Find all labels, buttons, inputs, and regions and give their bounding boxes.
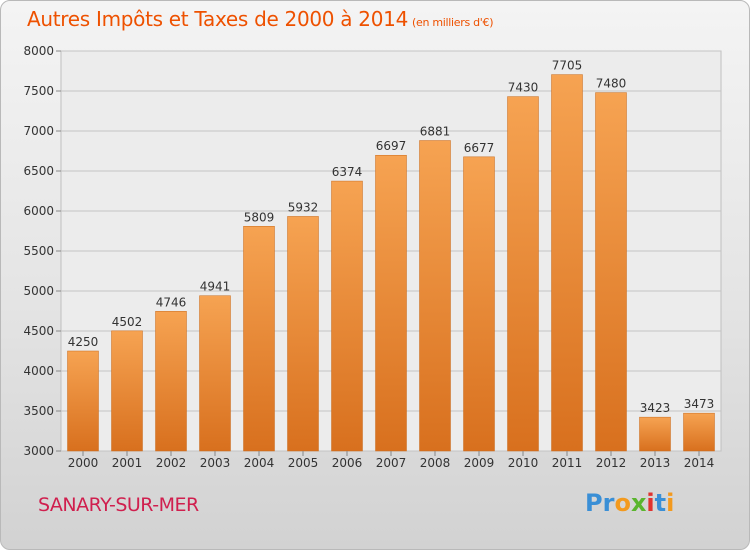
- x-tick-label: 2004: [244, 456, 275, 470]
- chart-unit-label: (en milliers d'€): [412, 16, 494, 29]
- y-axis: 3000 3500 4000 4500 5000 5500 6000 6500 7000 7500…: [23, 44, 61, 458]
- value-label: 4941: [200, 280, 231, 294]
- bar: [419, 140, 451, 452]
- bar: [639, 416, 671, 452]
- value-label: 6677: [464, 141, 495, 155]
- chart-title-text: Autres Impôts et Taxes de 2000 à 2014: [27, 7, 408, 31]
- value-label: 4502: [112, 315, 143, 329]
- value-label: 3473: [684, 397, 715, 411]
- x-tick-label: 2006: [332, 456, 363, 470]
- x-tick-label: 2009: [464, 456, 495, 470]
- x-tick-label: 2000: [68, 456, 99, 470]
- bar: [331, 180, 363, 452]
- y-tick-label: 7000: [23, 124, 54, 138]
- city-label: SANARY-SUR-MER: [38, 494, 199, 516]
- value-labels: 4250 4502 4746 4941 5809 5932 6374 6697 6881 6677…: [68, 59, 715, 416]
- bar: [683, 412, 715, 452]
- x-tick-label: 2012: [596, 456, 627, 470]
- value-label: 5932: [288, 200, 319, 214]
- logo-letter: o: [614, 489, 631, 517]
- x-tick-label: 2014: [684, 456, 715, 470]
- x-tick-label: 2003: [200, 456, 231, 470]
- y-tick-label: 3500: [23, 404, 54, 418]
- bar: [67, 350, 99, 452]
- y-tick-label: 6500: [23, 164, 54, 178]
- y-tick-label: 6000: [23, 204, 54, 218]
- bar: [287, 216, 319, 452]
- value-label: 5809: [244, 210, 275, 224]
- bar: [111, 330, 143, 452]
- value-label: 6697: [376, 139, 407, 153]
- proxiti-logo: Proxiti: [585, 489, 674, 517]
- chart-title: Autres Impôts et Taxes de 2000 à 2014 (en…: [27, 7, 493, 31]
- x-tick-label: 2007: [376, 456, 407, 470]
- value-label: 6881: [420, 125, 451, 139]
- y-tick-label: 8000: [23, 44, 54, 58]
- bar: [375, 154, 407, 452]
- logo-letter: x: [630, 489, 647, 517]
- bar: [199, 295, 231, 452]
- y-tick-label: 7500: [23, 84, 54, 98]
- bars: [67, 74, 715, 452]
- bar: [595, 92, 627, 452]
- logo-letter: P: [585, 489, 603, 517]
- x-tick-label: 2008: [420, 456, 451, 470]
- bar: [463, 156, 495, 452]
- y-tick-label: 5500: [23, 244, 54, 258]
- x-axis: 2000 2001 2002 2003 2004 2005 2006 2007 2008 2009…: [68, 451, 715, 470]
- logo-letter: t: [654, 489, 667, 517]
- value-label: 6374: [332, 165, 363, 179]
- value-label: 7705: [552, 59, 583, 73]
- logo-letter: i: [666, 489, 675, 517]
- bar: [155, 311, 187, 452]
- x-tick-label: 2005: [288, 456, 319, 470]
- bar: [243, 226, 275, 452]
- y-tick-label: 5000: [23, 284, 54, 298]
- value-label: 3423: [640, 401, 671, 415]
- value-label: 7430: [508, 81, 539, 95]
- x-tick-label: 2013: [640, 456, 671, 470]
- x-tick-label: 2001: [112, 456, 143, 470]
- y-tick-label: 3000: [23, 444, 54, 458]
- x-tick-label: 2011: [552, 456, 583, 470]
- logo-letter: r: [602, 489, 615, 517]
- logo-letter: i: [646, 489, 655, 517]
- bar: [507, 96, 539, 452]
- value-label: 4746: [156, 295, 187, 309]
- bar: [551, 74, 583, 452]
- value-label: 4250: [68, 335, 99, 349]
- y-tick-label: 4500: [23, 324, 54, 338]
- x-tick-label: 2002: [156, 456, 187, 470]
- y-tick-label: 4000: [23, 364, 54, 378]
- value-label: 7480: [596, 77, 627, 91]
- x-tick-label: 2010: [508, 456, 539, 470]
